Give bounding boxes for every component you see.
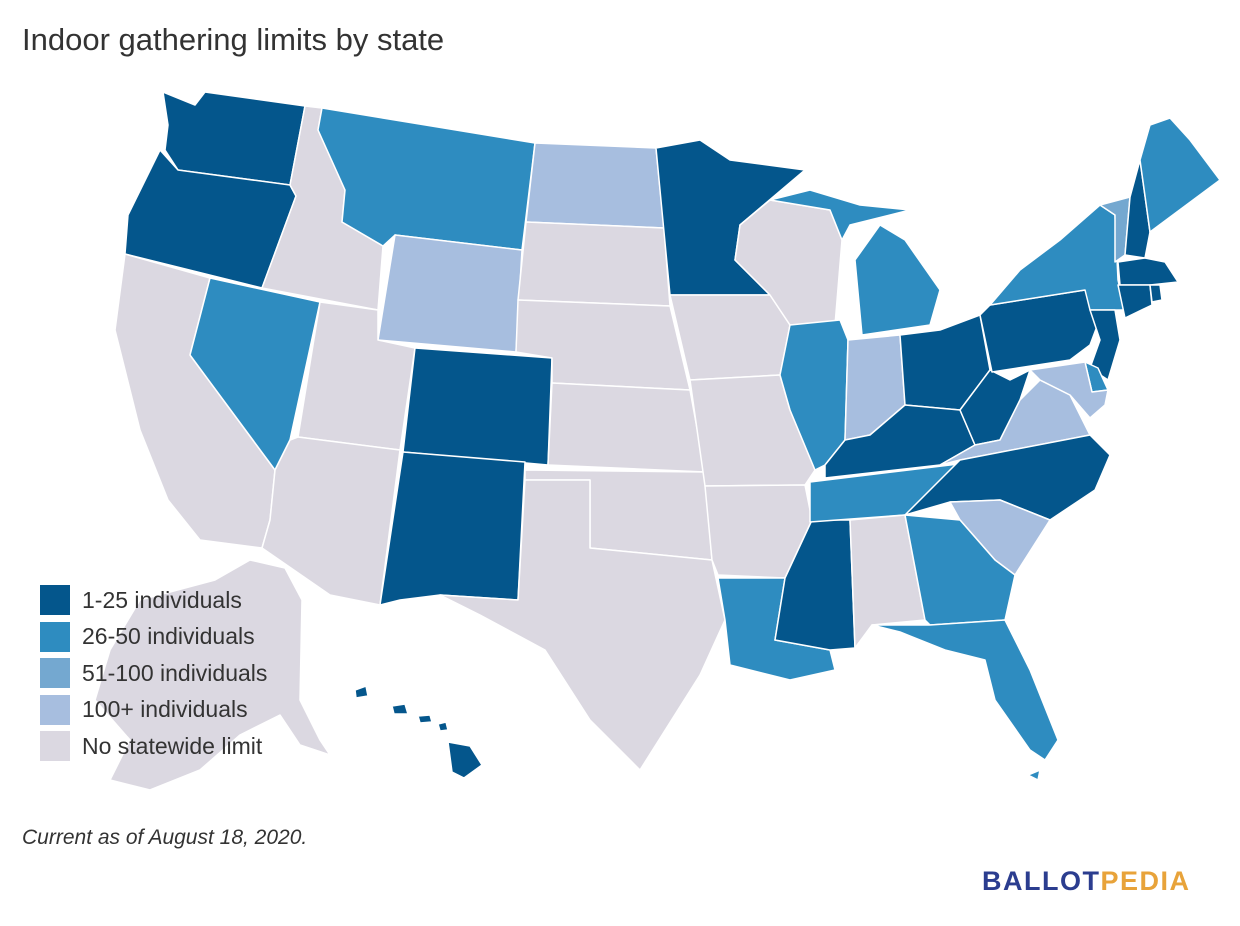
state-MD[interactable] — [1029, 361, 1109, 419]
logo-part-pedia: PEDIA — [1100, 866, 1191, 896]
ballotpedia-logo: BALLOTPEDIA — [982, 866, 1191, 897]
state-HI[interactable] — [354, 685, 483, 779]
state-MI[interactable] — [769, 189, 941, 336]
state-ME[interactable] — [1139, 117, 1221, 233]
legend-item: 51-100 individuals — [40, 655, 267, 692]
state-KS[interactable] — [547, 382, 706, 473]
state-GA[interactable] — [904, 514, 1016, 626]
map-title: Indoor gathering limits by state — [22, 22, 445, 57]
legend-swatch — [40, 694, 70, 725]
state-CO[interactable] — [402, 347, 553, 466]
legend-label: 100+ individuals — [82, 696, 248, 723]
state-NY[interactable] — [989, 204, 1126, 311]
legend-item: No statewide limit — [40, 728, 267, 765]
legend-item: 100+ individuals — [40, 692, 267, 729]
state-NH[interactable] — [1124, 159, 1151, 259]
logo-part-ballot: BALLOT — [982, 866, 1101, 896]
legend-swatch — [40, 621, 70, 652]
legend-swatch — [40, 731, 70, 762]
state-NM[interactable] — [379, 451, 526, 606]
state-VT[interactable] — [1099, 196, 1131, 263]
state-TX[interactable] — [439, 479, 726, 771]
state-ND[interactable] — [525, 142, 665, 229]
state-AZ[interactable] — [261, 436, 401, 606]
legend-label: 51-100 individuals — [82, 659, 268, 686]
legend-label: 26-50 individuals — [82, 623, 255, 650]
state-SD[interactable] — [517, 221, 671, 307]
state-MA[interactable] — [1117, 257, 1179, 286]
state-NJ[interactable] — [1089, 309, 1121, 381]
state-CT[interactable] — [1117, 284, 1153, 319]
state-FL[interactable] — [871, 619, 1059, 781]
legend-label: No statewide limit — [82, 732, 263, 759]
state-IA[interactable] — [669, 294, 791, 381]
legend-swatch — [40, 585, 70, 616]
legend-item: 26-50 individuals — [40, 619, 267, 656]
state-WY[interactable] — [377, 234, 523, 353]
legend: 1-25 individuals 26-50 individuals 51-10… — [40, 582, 267, 765]
legend-label: 1-25 individuals — [82, 586, 242, 613]
legend-swatch — [40, 658, 70, 689]
state-AK[interactable] — [94, 559, 331, 791]
date-note: Current as of August 18, 2020. — [22, 826, 308, 849]
state-AL[interactable] — [849, 514, 926, 649]
legend-item: 1-25 individuals — [40, 582, 267, 619]
state-RI[interactable] — [1149, 284, 1163, 303]
